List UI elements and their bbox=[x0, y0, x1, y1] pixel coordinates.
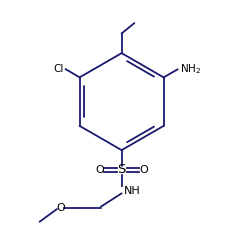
Text: O: O bbox=[56, 203, 65, 213]
Text: NH: NH bbox=[124, 185, 141, 196]
Text: O: O bbox=[139, 165, 148, 175]
Text: Cl: Cl bbox=[53, 64, 63, 74]
Text: NH$_2$: NH$_2$ bbox=[180, 62, 201, 76]
Text: O: O bbox=[95, 165, 104, 175]
Text: S: S bbox=[117, 163, 126, 176]
